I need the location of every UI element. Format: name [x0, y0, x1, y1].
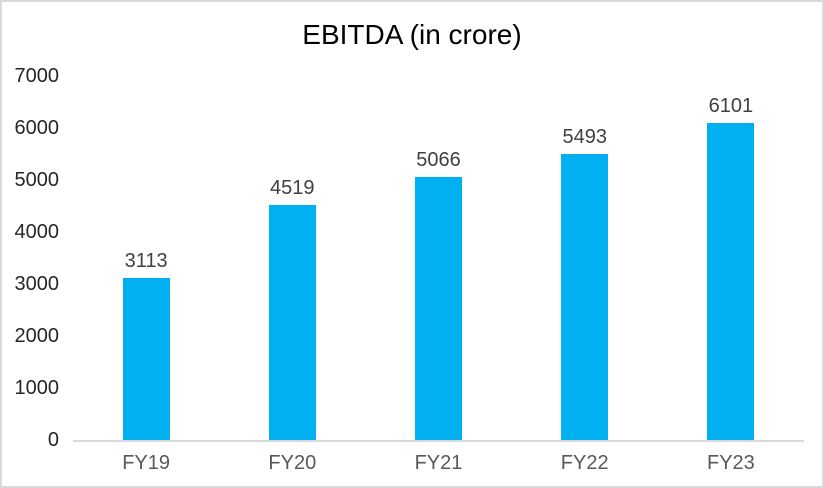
x-tick-label-FY22: FY22	[560, 452, 609, 474]
y-axis-tick-labels: 0 1000 2000 3000 4000 5000 6000 7000	[2, 66, 60, 450]
bar-data-label: 4519	[270, 177, 315, 200]
y-tick-label-4000: 4000	[14, 221, 60, 243]
bar-data-label: 5493	[562, 126, 607, 149]
bar-data-label: 3113	[124, 250, 168, 273]
bar-FY20	[268, 205, 316, 440]
x-axis-category-labels: FY19 FY20 FY21 FY22 FY23	[73, 452, 804, 474]
y-tick-label-6000: 6000	[14, 117, 60, 139]
y-tick-label-1000: 1000	[14, 377, 60, 399]
bar-slot-FY22: 5493	[512, 76, 658, 440]
bar-data-label: 6101	[708, 94, 754, 117]
bar-FY19	[122, 278, 170, 440]
x-tick-label-FY21: FY21	[414, 452, 463, 474]
bar-FY23	[707, 122, 755, 440]
bar-slot-FY20: 4519	[219, 76, 365, 440]
y-tick-label-2000: 2000	[14, 325, 60, 347]
x-axis-line	[73, 440, 804, 442]
y-tick-label-7000: 7000	[14, 65, 60, 87]
bar-slot-FY21: 5066	[365, 76, 511, 440]
x-tick-label-FY20: FY20	[268, 452, 317, 474]
bar-series: 3113 4519 5066 5493 6101	[73, 76, 804, 440]
bar-FY21	[415, 176, 462, 440]
bar-slot-FY19: 3113	[73, 76, 219, 440]
x-tick-label-FY19: FY19	[122, 452, 170, 474]
bar-FY22	[561, 154, 609, 440]
y-tick-label-0: 0	[47, 429, 59, 451]
bar-data-label: 5066	[416, 148, 461, 171]
x-tick-label-FY23: FY23	[707, 452, 755, 474]
chart-title: EBITDA (in crore)	[302, 19, 522, 50]
bar-slot-FY23: 6101	[658, 76, 804, 440]
plot-area: 3113 4519 5066 5493 6101	[73, 76, 804, 440]
y-tick-label-5000: 5000	[14, 169, 60, 191]
y-tick-label-3000: 3000	[14, 273, 60, 295]
